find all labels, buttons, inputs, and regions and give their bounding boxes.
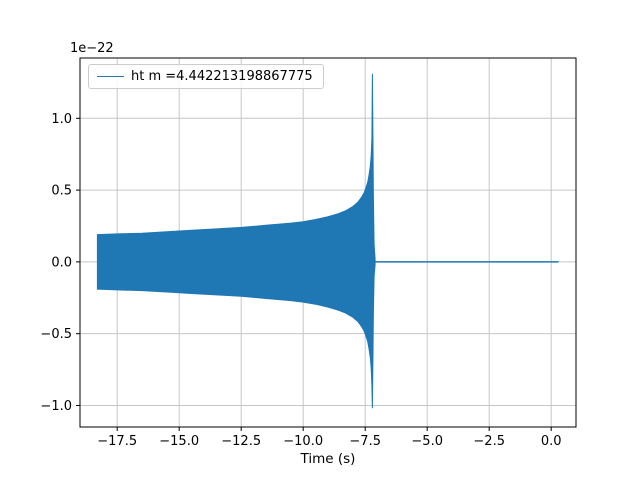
legend-line-sample bbox=[97, 76, 124, 77]
x-tick-label: 0.0 bbox=[541, 434, 562, 449]
x-tick-label: −5.0 bbox=[411, 434, 443, 449]
x-tick-label: −15.0 bbox=[159, 434, 199, 449]
legend: ht m =4.442213198867775 bbox=[88, 64, 324, 89]
waveform-envelope bbox=[96, 73, 376, 409]
x-tick-label: −12.5 bbox=[221, 434, 261, 449]
y-axis-offset-label: 1e−22 bbox=[70, 41, 114, 56]
y-tick-label: −0.5 bbox=[40, 327, 72, 342]
axes-spines bbox=[79, 57, 577, 428]
y-tick-label: 0.5 bbox=[51, 184, 72, 199]
x-tick-label: −2.5 bbox=[473, 434, 505, 449]
y-tick-label: 0.0 bbox=[51, 255, 72, 270]
x-axis-label: Time (s) bbox=[300, 451, 356, 467]
y-tick-label: −1.0 bbox=[40, 399, 72, 414]
x-tick-label: −17.5 bbox=[97, 434, 137, 449]
x-tick-label: −7.5 bbox=[349, 434, 381, 449]
legend-label: ht m =4.442213198867775 bbox=[131, 69, 313, 84]
y-tick-label: 1.0 bbox=[51, 112, 72, 127]
x-tick-label: −10.0 bbox=[283, 434, 323, 449]
